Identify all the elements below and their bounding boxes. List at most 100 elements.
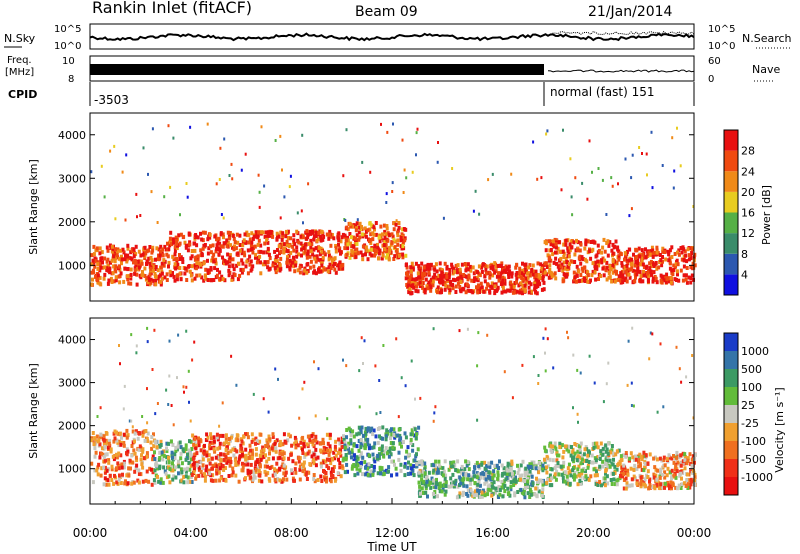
data-cell <box>481 262 485 267</box>
data-cell <box>561 464 565 469</box>
data-cell <box>602 273 606 278</box>
data-cell <box>647 250 651 255</box>
data-cell <box>302 221 304 225</box>
data-cell <box>403 473 407 478</box>
data-cell <box>114 247 117 252</box>
data-cell <box>186 452 189 457</box>
data-cell <box>549 248 553 252</box>
data-cell <box>482 472 486 477</box>
data-cell <box>117 466 121 471</box>
data-cell <box>407 460 410 465</box>
data-cell <box>396 238 400 243</box>
data-cell <box>600 260 604 265</box>
data-cell <box>354 228 358 233</box>
data-cell <box>583 447 587 452</box>
data-cell <box>103 195 106 199</box>
data-cell <box>100 466 104 471</box>
data-cell <box>578 450 582 454</box>
data-cell <box>551 458 555 463</box>
data-cell <box>638 254 642 259</box>
data-cell <box>591 170 593 174</box>
data-cell <box>104 452 108 457</box>
data-cell <box>516 463 519 468</box>
data-cell <box>668 455 671 460</box>
data-cell <box>690 251 694 255</box>
data-cell <box>462 469 465 474</box>
data-cell <box>621 474 624 479</box>
data-cell <box>533 492 537 497</box>
data-cell <box>655 482 659 487</box>
data-cell <box>610 248 614 253</box>
data-cell <box>522 488 526 493</box>
data-cell <box>175 277 179 282</box>
data-cell <box>115 466 119 471</box>
data-cell <box>285 243 289 247</box>
data-cell <box>454 284 458 289</box>
data-cell <box>633 279 636 284</box>
data-cell <box>403 168 406 172</box>
data-cell <box>96 266 100 271</box>
data-cell <box>541 466 545 470</box>
data-cell <box>632 404 635 408</box>
data-cell <box>251 470 255 475</box>
data-cell <box>298 416 301 420</box>
data-cell <box>534 273 538 278</box>
data-cell <box>255 232 259 237</box>
data-cell <box>183 240 187 245</box>
data-cell <box>370 464 374 468</box>
data-cell <box>656 410 659 414</box>
data-cell <box>357 230 361 235</box>
data-cell <box>98 261 102 266</box>
data-cell <box>268 256 272 261</box>
data-cell <box>299 440 303 445</box>
data-cell <box>250 246 254 251</box>
data-cell <box>188 479 192 484</box>
data-cell <box>300 253 303 258</box>
data-cell <box>491 264 495 269</box>
data-cell <box>220 213 223 216</box>
data-cell <box>409 441 413 445</box>
data-cell <box>124 253 127 258</box>
data-cell <box>390 432 394 437</box>
data-cell <box>591 247 595 252</box>
data-cell <box>138 431 142 436</box>
data-cell <box>583 257 587 262</box>
data-cell <box>385 201 388 204</box>
data-cell <box>108 438 112 443</box>
data-cell <box>422 269 426 274</box>
colorbar-segment <box>724 477 738 495</box>
data-cell <box>259 260 263 265</box>
data-cell <box>528 487 532 492</box>
data-cell <box>404 263 408 268</box>
data-cell <box>150 435 154 439</box>
data-cell <box>570 195 573 199</box>
data-cell <box>396 242 400 247</box>
data-cell <box>327 253 331 258</box>
data-cell <box>353 453 356 458</box>
data-cell <box>259 243 263 248</box>
data-cell <box>478 212 481 216</box>
data-cell <box>669 280 673 285</box>
data-cell <box>501 275 505 280</box>
data-cell <box>103 272 107 277</box>
data-cell <box>675 345 678 349</box>
data-cell <box>384 446 388 451</box>
x-tick-label: 08:00 <box>274 526 309 540</box>
data-cell <box>224 466 227 470</box>
data-cell <box>263 241 267 246</box>
data-cell <box>295 249 299 254</box>
data-cell <box>443 287 447 292</box>
data-cell <box>405 449 409 454</box>
data-cell <box>275 438 279 443</box>
data-cell <box>193 241 197 246</box>
data-cell <box>288 434 292 439</box>
data-cell <box>103 256 107 261</box>
data-cell <box>158 456 162 460</box>
data-cell <box>252 474 256 479</box>
data-cell <box>405 265 409 270</box>
data-cell <box>562 449 566 454</box>
data-cell <box>98 275 102 280</box>
data-cell <box>142 146 145 150</box>
data-cell <box>366 437 370 442</box>
data-cell <box>510 461 514 466</box>
